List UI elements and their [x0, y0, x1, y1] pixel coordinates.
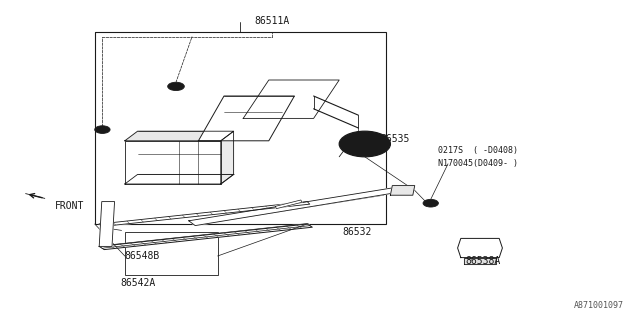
Polygon shape	[99, 202, 310, 227]
Text: 86542A: 86542A	[120, 278, 156, 288]
Polygon shape	[125, 141, 221, 184]
Polygon shape	[99, 202, 115, 246]
Circle shape	[168, 82, 184, 91]
Polygon shape	[125, 131, 234, 141]
Text: 86538A: 86538A	[465, 256, 501, 266]
Text: 86548B: 86548B	[125, 251, 160, 261]
Text: 86511A: 86511A	[254, 16, 290, 26]
Polygon shape	[243, 80, 339, 118]
Bar	[95, 32, 386, 224]
Polygon shape	[221, 131, 234, 184]
Text: A871001097: A871001097	[574, 301, 624, 310]
Polygon shape	[198, 96, 294, 141]
Polygon shape	[464, 258, 496, 264]
Text: 0217S  ( -D0408): 0217S ( -D0408)	[438, 146, 518, 155]
Text: FRONT: FRONT	[54, 201, 84, 212]
Polygon shape	[125, 174, 234, 184]
Polygon shape	[99, 224, 312, 250]
Bar	[125, 232, 218, 275]
Circle shape	[95, 126, 110, 133]
Circle shape	[423, 199, 438, 207]
Text: 86535: 86535	[381, 134, 410, 144]
Polygon shape	[189, 187, 400, 226]
Text: 86532: 86532	[342, 227, 372, 237]
Circle shape	[351, 137, 379, 151]
Polygon shape	[275, 200, 302, 209]
Circle shape	[339, 131, 390, 157]
Text: N170045(D0409- ): N170045(D0409- )	[438, 159, 518, 168]
Polygon shape	[390, 186, 415, 195]
Polygon shape	[458, 238, 502, 258]
